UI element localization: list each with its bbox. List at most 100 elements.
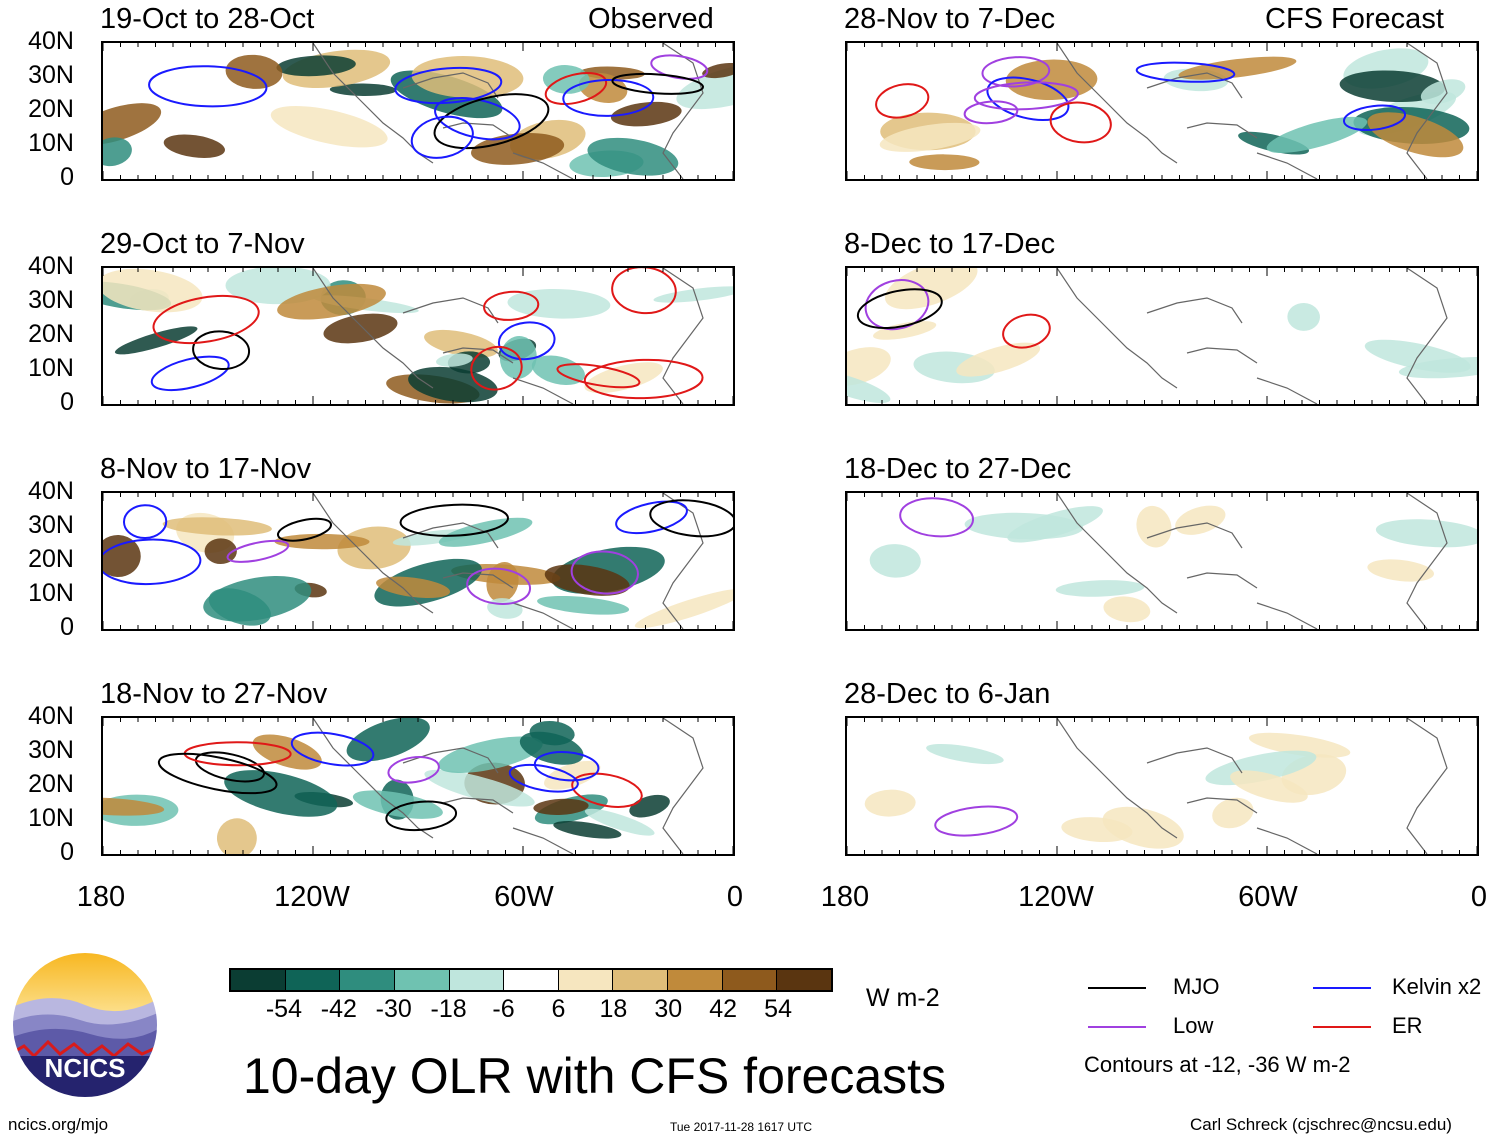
- panel-title-5: 28-Nov to 7-Dec: [844, 3, 1056, 35]
- olr-anomaly-patch: [276, 55, 356, 77]
- olr-map-obs-2: [103, 268, 733, 404]
- legend-label-kelvin: Kelvin x2: [1392, 974, 1482, 999]
- lat-label: 30N: [28, 511, 74, 539]
- wave-contour: [410, 115, 474, 159]
- wave-contour: [226, 539, 290, 563]
- wave-contour: [157, 752, 278, 795]
- olr-anomaly-patch: [424, 769, 535, 807]
- lon-label-right-0: 0: [1470, 881, 1488, 913]
- lat-label: 20N: [28, 770, 74, 798]
- lat-label: 0: [60, 613, 74, 641]
- olr-anomaly-patch: [424, 329, 498, 358]
- legend-line-er: [1313, 1026, 1371, 1028]
- wave-contour: [1135, 61, 1236, 83]
- olr-anomaly-patch: [584, 808, 655, 836]
- wave-contour: [1049, 101, 1112, 144]
- colorbar-tick-label: 18: [599, 995, 628, 1023]
- olr-anomaly-patch: [408, 366, 498, 403]
- olr-anomaly-patch: [114, 326, 198, 355]
- olr-anomaly-patch: [864, 789, 916, 817]
- olr-anomaly-patch: [203, 575, 312, 622]
- legend-line-mjo: [1088, 987, 1146, 989]
- olr-map-obs-3: [103, 493, 733, 629]
- wave-contour: [615, 500, 688, 535]
- olr-anomaly-patch: [487, 598, 523, 619]
- contour-note: Contours at -12, -36 W m-2: [1084, 1052, 1351, 1077]
- map-panel-fcst-1: [845, 41, 1479, 181]
- olr-anomaly-patch: [252, 734, 322, 770]
- legend-line-kelvin: [1313, 987, 1371, 989]
- wave-contour: [583, 358, 704, 400]
- wave-contour: [508, 763, 579, 793]
- olr-anomaly-patch: [519, 731, 584, 765]
- lon-label-left-180: 180: [76, 881, 126, 913]
- panel-title-8: 28-Dec to 6-Jan: [844, 678, 1051, 710]
- lat-label: 30N: [28, 736, 74, 764]
- panel-title-1: 19-Oct to 28-Oct: [100, 3, 315, 35]
- colorbar-swatch: [448, 970, 504, 990]
- colorbar-swatch: [721, 970, 777, 990]
- lat-label: 40N: [28, 702, 74, 730]
- wave-contour: [483, 290, 540, 321]
- ncics-logo: NCICS: [11, 951, 159, 1099]
- olr-map-fcst-4: [847, 718, 1477, 854]
- panel-title-3: 8-Nov to 17-Nov: [100, 453, 312, 485]
- olr-anomaly-patch: [103, 268, 203, 313]
- coastline: [312, 718, 704, 854]
- wave-contour: [934, 805, 1019, 837]
- olr-anomaly-patch: [584, 362, 663, 394]
- colorbar-tick-label: -30: [375, 995, 412, 1023]
- olr-anomaly-patch: [323, 313, 398, 344]
- olr-anomaly-patch: [103, 535, 141, 578]
- olr-anomaly-patch: [1103, 596, 1151, 623]
- wave-contour: [123, 504, 168, 539]
- colorbar-swatch: [339, 970, 394, 990]
- olr-anomaly-patch: [702, 62, 733, 79]
- olr-anomaly-patch: [277, 283, 386, 320]
- olr-anomaly-patch: [1420, 79, 1466, 105]
- olr-anomaly-patch: [1136, 505, 1172, 548]
- coastline: [1056, 43, 1448, 179]
- lat-label: 40N: [28, 252, 74, 280]
- wave-contour: [611, 72, 704, 95]
- olr-anomaly-patch: [352, 790, 443, 819]
- lat-label: 20N: [28, 320, 74, 348]
- legend-label-mjo: MJO: [1173, 974, 1220, 999]
- olr-anomaly-patch: [436, 353, 473, 367]
- olr-anomaly-patch: [869, 544, 921, 578]
- olr-anomaly-patch: [411, 56, 524, 99]
- olr-anomaly-patch: [653, 286, 733, 303]
- lat-label: 20N: [28, 95, 74, 123]
- olr-anomaly-patch: [553, 821, 622, 839]
- colorbar-swatch: [284, 970, 340, 990]
- lat-label: 0: [60, 838, 74, 866]
- footer-site: ncics.org/mjo: [8, 1115, 109, 1134]
- lat-label: 10N: [28, 129, 74, 157]
- olr-anomaly-patch: [1055, 580, 1145, 597]
- olr-anomaly-patch: [1212, 797, 1254, 829]
- colorbar-tick-label: 30: [654, 995, 683, 1023]
- coastline: [312, 493, 704, 629]
- olr-anomaly-patch: [346, 718, 430, 762]
- colorbar-tick-label: -6: [492, 995, 515, 1023]
- olr-anomaly-patch: [873, 321, 937, 340]
- olr-anomaly-patch: [1367, 112, 1464, 158]
- colorbar-tick-label: 6: [551, 995, 566, 1023]
- wave-contour: [466, 567, 532, 605]
- lat-label: 20N: [28, 545, 74, 573]
- wave-contour: [1342, 104, 1407, 132]
- wave-contour: [650, 54, 709, 80]
- wave-contour: [649, 499, 733, 538]
- colorbar: [229, 968, 833, 992]
- wave-contour: [899, 497, 975, 538]
- logo-text: NCICS: [45, 1053, 126, 1083]
- olr-anomaly-patch: [885, 268, 978, 310]
- olr-anomaly-patch: [1339, 70, 1446, 103]
- map-panel-obs-2: [101, 266, 735, 406]
- colorbar-tick-label: -42: [320, 995, 357, 1023]
- colorbar-swatch: [776, 970, 832, 990]
- wave-contour: [150, 355, 230, 392]
- olr-map-fcst-1: [847, 43, 1477, 179]
- colorbar-tick-label: -54: [265, 995, 302, 1023]
- olr-anomaly-patch: [533, 798, 589, 815]
